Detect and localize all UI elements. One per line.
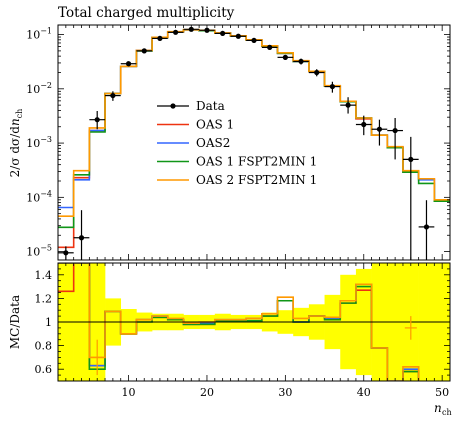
- y-tick-base: 10: [26, 83, 40, 96]
- data-point-1: [63, 250, 69, 256]
- legend: Data OAS 1 OAS2 OAS 1 FSPT2MIN 1 OAS 2 FSPT2…: [157, 99, 317, 187]
- ratio-plot-panel: 0.6 0.8 1 1.2 1.4 10 20 30 40 50: [35, 262, 451, 399]
- main-y-tick-label-3: 10−3: [26, 135, 52, 150]
- legend-label-4: OAS 2 FSPT2MIN 1: [196, 173, 317, 187]
- ratio-y-axis-label: MC/Data: [8, 295, 22, 349]
- main-y-tick-label-1: 10−1: [26, 27, 52, 42]
- main-plot-frame: [57, 24, 451, 261]
- legend-label-3: OAS 1 FSPT2MIN 1: [196, 155, 317, 169]
- main-series-4-line: [58, 28, 450, 217]
- x-label-var: n: [434, 401, 442, 415]
- y-tick-base: 10: [26, 29, 40, 42]
- x-label-sub: ch: [442, 408, 452, 417]
- data-point-8: [173, 29, 179, 35]
- y-tick-base: 10: [26, 191, 40, 204]
- data-point-4: [110, 92, 116, 99]
- x-axis-label: n ch: [434, 401, 452, 417]
- data-point-6: [141, 48, 147, 54]
- ratio-y-tick-label-5: 1.4: [35, 269, 53, 282]
- y-tick-exponent: −5: [40, 244, 52, 253]
- main-x-axis-ticks: [57, 25, 451, 260]
- legend-data-label: Data: [196, 99, 225, 113]
- data-point-7: [157, 35, 163, 41]
- main-y-label-text: 2/σ dσ/dnch: [8, 109, 24, 178]
- ratio-y-tick-label-1: 0.6: [35, 363, 53, 376]
- ratio-x-axis-ticks: 10 20 30 40 50: [57, 263, 451, 399]
- main-y-label-prefix: 2/σ dσ/d: [8, 126, 22, 178]
- data-point-11: [220, 30, 226, 37]
- x-tick-label-5: 50: [435, 386, 449, 399]
- legend-item-2: OAS2: [157, 136, 230, 150]
- data-point-20: [361, 121, 367, 128]
- legend-item-data: Data: [157, 99, 225, 113]
- x-tick-label-4: 40: [357, 386, 371, 399]
- data-point-14: [267, 44, 273, 50]
- main-y-tick-label-4: 10−4: [26, 189, 52, 204]
- data-point-16: [298, 58, 304, 65]
- data-point-23: [408, 156, 414, 163]
- data-point-15: [282, 54, 288, 60]
- main-plot-panel: 10−110−210−310−410−5: [26, 24, 451, 261]
- data-point-18: [329, 83, 335, 90]
- legend-item-3: OAS 1 FSPT2MIN 1: [157, 155, 317, 169]
- data-point-3: [94, 117, 100, 123]
- main-y-axis-ticks: 10−110−210−310−410−5: [26, 27, 450, 259]
- legend-data-marker: [170, 103, 176, 109]
- data-point-17: [314, 69, 320, 76]
- legend-label-2: OAS2: [196, 136, 230, 150]
- data-point-22: [392, 127, 398, 134]
- ratio-y-tick-label-3: 1: [45, 316, 52, 329]
- data-point-24: [423, 224, 430, 230]
- y-tick-exponent: −4: [40, 189, 52, 198]
- data-point-5: [125, 61, 132, 67]
- data-point-9: [188, 26, 194, 32]
- y-tick-exponent: −3: [40, 135, 52, 144]
- ratio-markers-group: [91, 316, 417, 376]
- data-point-19: [345, 102, 351, 108]
- x-tick-label-3: 30: [278, 386, 292, 399]
- legend-item-1: OAS 1: [157, 118, 234, 132]
- ratio-y-tick-label-2: 0.8: [35, 340, 53, 353]
- data-point-12: [235, 33, 241, 39]
- main-y-label-var: n: [8, 118, 22, 126]
- data-point-21: [376, 126, 383, 132]
- main-series-group: [58, 28, 450, 249]
- ratio-series-group: [58, 263, 420, 381]
- main-y-tick-label-5: 10−5: [26, 244, 52, 259]
- main-series-1-line: [58, 29, 450, 249]
- legend-item-4: OAS 2 FSPT2MIN 1: [157, 173, 317, 187]
- chart-title: Total charged multiplicity: [58, 5, 235, 21]
- ratio-y-axis-ticks: 0.6 0.8 1 1.2 1.4: [35, 262, 450, 382]
- y-tick-exponent: −2: [40, 81, 52, 90]
- data-points-group: [58, 26, 435, 260]
- main-series-3-line: [58, 29, 450, 229]
- y-tick-exponent: −1: [40, 27, 52, 36]
- x-tick-label-2: 20: [200, 386, 214, 399]
- main-y-tick-label-2: 10−2: [26, 81, 52, 96]
- y-tick-base: 10: [26, 246, 40, 259]
- x-tick-label-1: 10: [122, 386, 136, 399]
- ratio-series-4-line: [58, 263, 420, 381]
- y-tick-base: 10: [26, 137, 40, 150]
- ratio-y-tick-label-4: 1.2: [35, 292, 53, 305]
- main-y-axis-label: 2/σ dσ/dnch: [8, 109, 24, 178]
- legend-label-1: OAS 1: [196, 118, 234, 132]
- data-point-13: [251, 37, 257, 44]
- data-point-2: [78, 235, 85, 241]
- main-y-label-sub: ch: [15, 109, 24, 119]
